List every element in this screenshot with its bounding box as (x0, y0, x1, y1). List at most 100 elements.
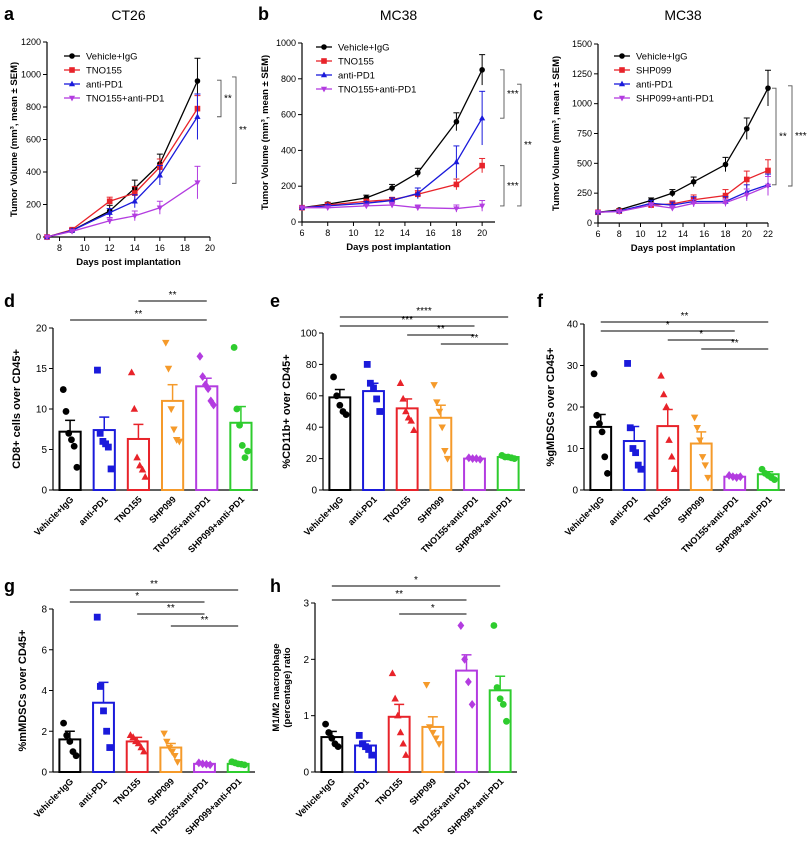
data-point (106, 218, 113, 225)
data-point (464, 677, 472, 687)
data-point (629, 445, 637, 452)
category-label: Vehicle+IgG (32, 494, 75, 537)
data-point (593, 411, 601, 419)
bar-group-SHP099+anti-PD1 (496, 452, 520, 491)
bar (496, 456, 520, 491)
x-tick-label: 22 (763, 229, 773, 239)
data-point (63, 731, 71, 739)
data-point (479, 67, 485, 73)
data-point (131, 197, 138, 204)
y-tick-label: 30 (567, 361, 579, 372)
significance-bracket (517, 83, 522, 207)
y-tick-label: 0 (41, 486, 47, 497)
data-point (453, 158, 460, 165)
data-point (368, 751, 376, 759)
data-point (194, 180, 201, 186)
data-point (162, 339, 170, 347)
y-tick-label: 15 (36, 364, 48, 375)
data-point (388, 669, 397, 677)
data-point (325, 729, 333, 736)
x-tick-label: 12 (657, 229, 667, 239)
y-tick-label: 400 (26, 167, 41, 177)
significance-label: ** (731, 338, 739, 349)
data-point (722, 161, 729, 168)
y-axis-label: %mMDSCs over CD45+ (17, 630, 29, 752)
y-tick-label: 250 (577, 188, 592, 198)
data-point (660, 390, 668, 398)
panel-letter: a (4, 4, 15, 24)
data-point (429, 729, 437, 737)
y-tick-label: 600 (281, 110, 296, 120)
y-tick-label: 60 (306, 391, 318, 402)
x-tick-label: 16 (155, 243, 165, 253)
data-point (443, 455, 452, 463)
bar-group-SHP099 (429, 382, 453, 491)
bar-group-TNO155+anti-PD1 (723, 471, 747, 492)
data-point (163, 738, 171, 746)
data-point (238, 442, 246, 449)
significance-label: ** (779, 131, 787, 142)
bar (589, 425, 613, 492)
legend-marker (320, 86, 328, 93)
data-point (59, 386, 67, 393)
data-point (690, 414, 699, 422)
data-point (396, 728, 405, 736)
data-point (438, 424, 446, 432)
data-point (70, 442, 78, 450)
bar-group-anti-PD1 (622, 360, 646, 491)
bar (689, 442, 713, 491)
significance-label: * (431, 603, 435, 614)
data-point (141, 472, 149, 480)
bar (395, 407, 419, 491)
data-point (669, 190, 676, 196)
legend-label: TNO155+anti-PD1 (338, 85, 416, 96)
x-tick-label: 10 (635, 229, 645, 239)
data-point (206, 760, 214, 770)
significance-label: *** (401, 315, 413, 326)
bar (387, 715, 411, 773)
bar-group-TNO155 (126, 368, 151, 491)
series-TNO155+anti-PD1 (298, 200, 486, 213)
data-point (72, 752, 80, 760)
data-point (370, 384, 377, 392)
significance-label: ** (395, 589, 403, 600)
data-point (399, 739, 407, 747)
category-label: anti-PD1 (77, 494, 110, 527)
data-point (134, 739, 143, 747)
legend-label: Vehicle+IgG (86, 52, 138, 63)
y-tick-label: 40 (306, 423, 318, 434)
bar-group-SHP099+anti-PD1 (229, 344, 253, 491)
data-point (476, 454, 484, 464)
data-point (160, 730, 168, 738)
data-point (391, 694, 399, 702)
y-tick-label: 1000 (276, 38, 296, 48)
category-label: SHP099+anti-PD1 (445, 776, 505, 836)
series-anti-PD1 (298, 90, 486, 210)
bar-group-TNO155+anti-PD1 (193, 758, 216, 773)
series-line (46, 116, 199, 238)
bar-group-TNO155+anti-PD1 (463, 453, 486, 492)
data-point (394, 711, 402, 719)
bar (455, 669, 478, 773)
data-point (73, 463, 81, 471)
data-point (195, 758, 203, 768)
bar-group-TNO155 (656, 371, 680, 491)
data-point (164, 365, 173, 373)
x-tick-label: 10 (80, 243, 90, 253)
data-point (698, 454, 707, 461)
data-point (616, 209, 623, 216)
bar-group-Vehicle+IgG (589, 370, 613, 492)
legend-label: anti-PD1 (338, 71, 375, 82)
category-label: Vehicle+IgG (32, 776, 75, 819)
data-point (196, 351, 204, 361)
data-point (693, 425, 701, 432)
data-point (415, 169, 421, 176)
data-point (632, 449, 639, 457)
data-point (173, 759, 182, 766)
significance-label: **** (416, 306, 432, 317)
y-tick-label: 8 (41, 605, 47, 616)
y-tick-label: 1000 (21, 70, 41, 80)
legend-label: Vehicle+IgG (636, 52, 688, 63)
x-tick-label: 20 (205, 243, 215, 253)
data-point (594, 210, 602, 216)
